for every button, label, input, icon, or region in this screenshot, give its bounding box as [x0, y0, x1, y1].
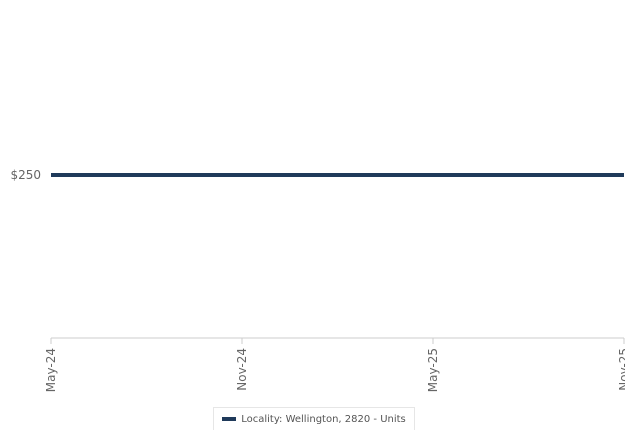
- x-tick-label: May-24: [44, 348, 58, 392]
- x-tick-label: Nov-25: [617, 348, 625, 391]
- x-tick-label: Nov-24: [235, 348, 249, 391]
- legend-swatch: [222, 417, 237, 421]
- x-tick-label: May-25: [426, 348, 440, 392]
- y-tick-label: $250: [10, 168, 41, 182]
- legend-label: Locality: Wellington, 2820 - Units: [241, 413, 406, 425]
- legend[interactable]: Locality: Wellington, 2820 - Units: [213, 407, 415, 430]
